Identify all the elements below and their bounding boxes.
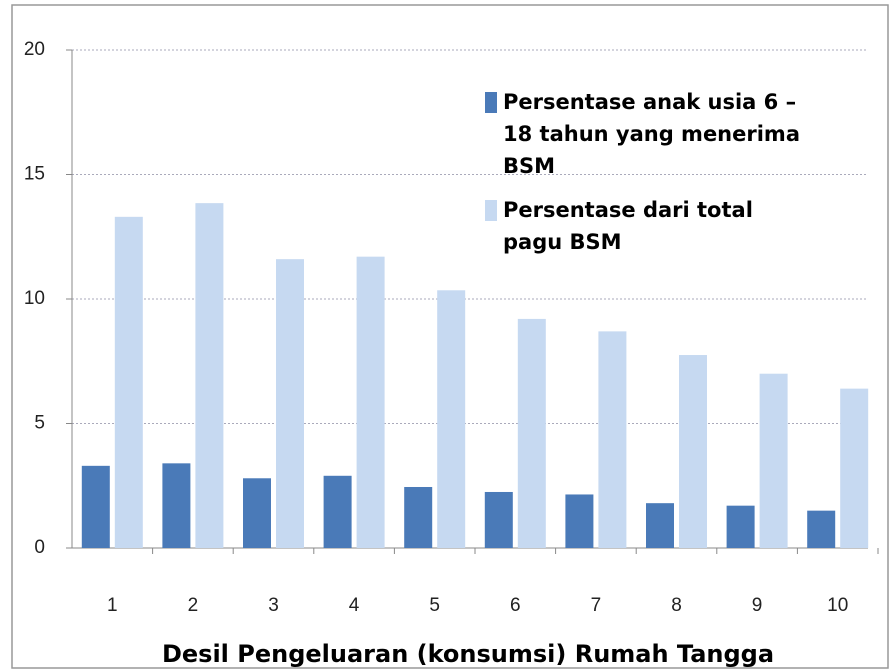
- bar: [114, 216, 143, 548]
- x-tick-label: 2: [188, 595, 199, 616]
- bar: [195, 203, 224, 548]
- bar: [759, 373, 788, 548]
- y-tick-label: 5: [34, 413, 45, 434]
- y-tick-label: 20: [24, 39, 45, 60]
- x-tick-label: 6: [510, 595, 521, 616]
- legend-item: Persentase anak usia 6 – 18 tahun yang m…: [485, 86, 825, 182]
- bar: [840, 388, 869, 548]
- bar: [807, 510, 836, 548]
- x-tick-label: 3: [268, 595, 279, 616]
- bar: [276, 259, 304, 548]
- bar: [646, 503, 674, 548]
- x-tick-label: 9: [752, 595, 763, 616]
- bar: [323, 475, 352, 548]
- bar: [726, 505, 755, 548]
- bar: [356, 256, 385, 548]
- bar: [243, 478, 271, 548]
- chart-border: [11, 4, 889, 669]
- bar: [404, 486, 433, 548]
- legend-item: Persentase dari total pagu BSM: [485, 194, 785, 258]
- bar: [162, 463, 191, 548]
- legend-label: Persentase anak usia 6 – 18 tahun yang m…: [503, 90, 800, 178]
- bar: [81, 465, 110, 548]
- legend-label: Persentase dari total pagu BSM: [503, 198, 753, 254]
- x-tick-label: 5: [429, 595, 440, 616]
- bar: [437, 290, 466, 548]
- y-tick-label: 0: [34, 537, 45, 558]
- x-tick-label: 10: [827, 595, 848, 616]
- bar: [517, 318, 546, 548]
- y-tick-label: 10: [24, 288, 45, 309]
- x-axis-title: Desil Pengeluaran (konsumsi) Rumah Tangg…: [162, 640, 774, 668]
- y-tick-label: 15: [24, 164, 45, 185]
- x-tick-label: 7: [591, 595, 602, 616]
- legend-swatch: [485, 92, 497, 113]
- bar: [484, 491, 513, 548]
- x-tick-label: 1: [107, 595, 118, 616]
- x-tick-label: 4: [349, 595, 360, 616]
- legend-swatch: [485, 200, 497, 221]
- bar: [598, 331, 627, 548]
- x-tick-label: 8: [671, 595, 682, 616]
- bar: [679, 355, 707, 548]
- bar: [565, 494, 594, 548]
